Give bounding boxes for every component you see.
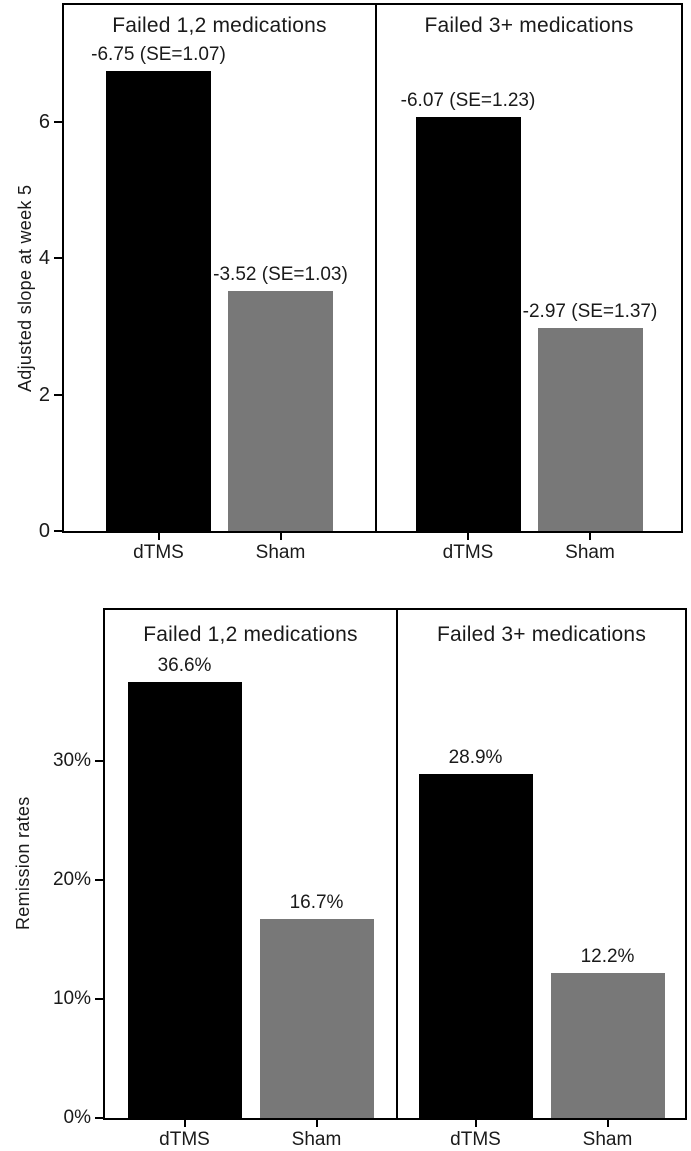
bar-dtms xyxy=(415,117,521,531)
y-axis-tick xyxy=(54,257,62,260)
y-axis-tick-label: 0% xyxy=(63,1107,91,1128)
y-axis-tick xyxy=(54,393,62,396)
bar-group-dtms: 28.9% dTMS xyxy=(418,747,533,1150)
bar-dtms xyxy=(418,774,533,1118)
bar-group-dtms: -6.07 (SE=1.23) dTMS xyxy=(401,90,536,563)
y-axis-title: Remission rates xyxy=(13,796,33,930)
bar-group-sham: -2.97 (SE=1.37) Sham xyxy=(523,301,658,563)
bar-value-label: -6.07 (SE=1.23) xyxy=(400,90,536,111)
bar-group-dtms: 36.6% dTMS xyxy=(127,655,242,1150)
panel-title: Failed 1,2 medications xyxy=(143,623,358,646)
y-axis-tick-label: 2 xyxy=(38,383,50,406)
x-category-label: dTMS xyxy=(133,542,184,563)
bar-sham xyxy=(259,919,374,1118)
y-axis-tick-label: 30% xyxy=(52,750,91,771)
y-axis-title: Adjusted slope at week 5 xyxy=(15,184,35,392)
bar-value-label: -2.97 (SE=1.37) xyxy=(522,301,658,322)
bar-value-label: 28.9% xyxy=(448,747,503,768)
x-axis-tick xyxy=(606,1120,609,1127)
panel-container: Failed 1,2 medications -6.75 (SE=1.07) dTM… xyxy=(64,5,681,563)
y-axis-tick xyxy=(54,120,62,123)
bar-value-label: -6.75 (SE=1.07) xyxy=(91,44,226,65)
bar-dtms xyxy=(106,71,211,531)
x-category-label: dTMS xyxy=(442,542,494,563)
y-axis-tick-label: 20% xyxy=(52,869,91,890)
bar-value-label: 16.7% xyxy=(289,892,344,913)
bar-sham xyxy=(228,291,333,531)
y-axis-tick xyxy=(95,760,103,762)
panel-title: Failed 3+ medications xyxy=(424,14,634,37)
bar-dtms xyxy=(127,682,242,1118)
panel-2: Failed 3+ medications -6.07 (SE=1.23) dTMS… xyxy=(375,5,681,563)
bar-value-label: -3.52 (SE=1.03) xyxy=(213,264,348,285)
panel-container: Failed 1,2 medications 36.6% dTMS 16.7% Sham… xyxy=(105,610,685,1150)
bar-group-sham: 12.2% Sham xyxy=(550,946,665,1150)
x-category-label: dTMS xyxy=(159,1129,210,1150)
x-axis-tick xyxy=(467,533,469,540)
x-axis-tick xyxy=(183,1120,186,1127)
y-axis-tick xyxy=(95,1117,103,1119)
y-axis-tick xyxy=(54,530,62,532)
bars-row: -6.07 (SE=1.23) dTMS -2.97 (SE=1.37) Sham xyxy=(377,90,681,563)
bar-group-dtms: -6.75 (SE=1.07) dTMS xyxy=(91,44,226,563)
bar-group-sham: 16.7% Sham xyxy=(259,892,374,1150)
bars-row: 36.6% dTMS 16.7% Sham xyxy=(105,655,396,1150)
x-category-label: dTMS xyxy=(450,1129,501,1150)
bars-row: 28.9% dTMS 12.2% Sham xyxy=(398,747,685,1150)
panel-1: Failed 1,2 medications 36.6% dTMS 16.7% Sham xyxy=(105,610,396,1150)
x-axis-tick xyxy=(589,533,591,540)
bar-sham xyxy=(537,328,643,531)
x-category-label: Sham xyxy=(582,1129,633,1150)
y-axis-tick-label: 6 xyxy=(38,110,50,133)
x-axis-tick xyxy=(279,533,282,540)
plot-area: 0% 10% 20% 30% Failed 1,2 medications 36.6% dT… xyxy=(53,608,687,1150)
bars-row: -6.75 (SE=1.07) dTMS -3.52 (SE=1.03) Sham xyxy=(64,44,375,563)
x-category-label: Sham xyxy=(565,542,615,563)
y-axis-tick-label: 10% xyxy=(52,988,91,1009)
panel-title: Failed 1,2 medications xyxy=(112,14,327,37)
y-axis-tick-label: 4 xyxy=(38,247,50,270)
bar-sham xyxy=(550,973,665,1118)
x-category-label: Sham xyxy=(291,1129,342,1150)
x-axis-tick xyxy=(157,533,160,540)
bar-value-label: 36.6% xyxy=(157,655,212,676)
x-axis-tick xyxy=(315,1120,318,1127)
bar-value-label: 12.2% xyxy=(580,946,635,967)
x-category-label: Sham xyxy=(255,542,306,563)
y-axis-tick xyxy=(95,998,103,1000)
y-axis-tick-label: 0 xyxy=(38,520,50,542)
x-axis-tick xyxy=(474,1120,477,1127)
y-axis-tick xyxy=(95,879,103,881)
plot-area: 0 2 4 6 Failed 1,2 medications -6.75 (SE=1.07… xyxy=(39,3,683,563)
bar-group-sham: -3.52 (SE=1.03) Sham xyxy=(213,264,348,563)
panel-2: Failed 3+ medications 28.9% dTMS 12.2% Sham xyxy=(396,610,685,1150)
panel-title: Failed 3+ medications xyxy=(436,623,647,646)
panel-1: Failed 1,2 medications -6.75 (SE=1.07) dTM… xyxy=(64,5,375,563)
